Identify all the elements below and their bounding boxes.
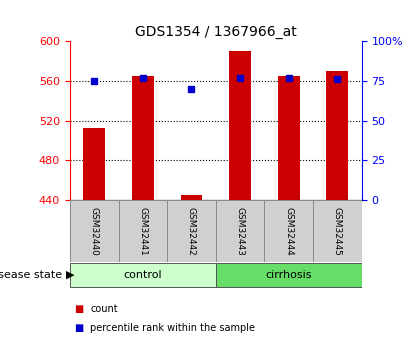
Title: GDS1354 / 1367966_at: GDS1354 / 1367966_at [135, 25, 297, 39]
Bar [313, 200, 362, 262]
Text: disease state: disease state [0, 270, 66, 280]
Bar [278, 76, 300, 200]
Bar [229, 51, 251, 200]
Bar [216, 264, 362, 287]
Bar [70, 264, 216, 287]
Bar [118, 200, 167, 262]
Bar [167, 200, 216, 262]
Bar [326, 71, 348, 200]
Text: ■: ■ [74, 304, 83, 314]
Text: ▶: ▶ [66, 270, 74, 280]
Bar [264, 200, 313, 262]
Text: GSM32441: GSM32441 [139, 207, 147, 256]
Text: GSM32444: GSM32444 [284, 207, 293, 256]
Text: count: count [90, 304, 118, 314]
Bar [216, 200, 264, 262]
Text: ■: ■ [74, 323, 83, 333]
Text: GSM32440: GSM32440 [90, 207, 99, 256]
Bar [70, 200, 118, 262]
Bar [132, 76, 154, 200]
Bar [180, 195, 202, 200]
Text: GSM32443: GSM32443 [236, 207, 245, 256]
Text: GSM32445: GSM32445 [333, 207, 342, 256]
Text: control: control [124, 270, 162, 279]
Text: percentile rank within the sample: percentile rank within the sample [90, 323, 255, 333]
Bar [83, 128, 105, 200]
Text: cirrhosis: cirrhosis [266, 270, 312, 279]
Text: GSM32442: GSM32442 [187, 207, 196, 256]
